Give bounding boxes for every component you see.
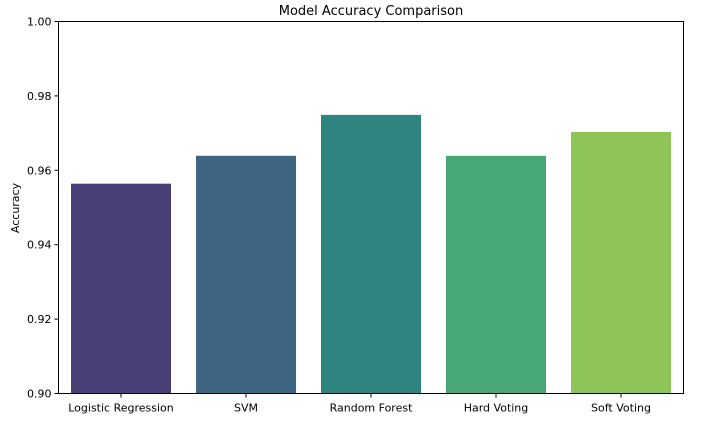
y-axis-label: Accuracy — [9, 182, 22, 233]
chart-title: Model Accuracy Comparison — [279, 4, 463, 19]
y-tick-label: 0.98 — [27, 90, 52, 103]
bar-logistic-regression — [71, 183, 171, 394]
bars-layer — [71, 114, 671, 394]
x-tick-label: Logistic Regression — [68, 402, 174, 415]
bar-soft-voting — [571, 131, 671, 394]
x-axis-ticks: Logistic Regression SVM Random Forest Hard … — [68, 393, 651, 415]
y-tick-label: 0.90 — [27, 388, 52, 401]
x-tick-label: Random Forest — [330, 402, 413, 415]
y-tick-label: 1.00 — [27, 16, 52, 29]
bar-svm — [196, 155, 296, 394]
x-tick-label: Hard Voting — [464, 402, 529, 415]
x-tick-label: Soft Voting — [591, 402, 651, 415]
y-tick-label: 0.94 — [27, 239, 52, 252]
bar-hard-voting — [446, 155, 546, 394]
y-tick-label: 0.96 — [27, 164, 52, 177]
plot-frame — [58, 21, 684, 394]
bar-random-forest — [321, 114, 421, 394]
y-axis-ticks: 0.90 0.92 0.94 0.96 0.98 1.00 — [27, 16, 59, 401]
y-tick-label: 0.92 — [27, 313, 52, 326]
x-tick-label: SVM — [234, 402, 258, 415]
